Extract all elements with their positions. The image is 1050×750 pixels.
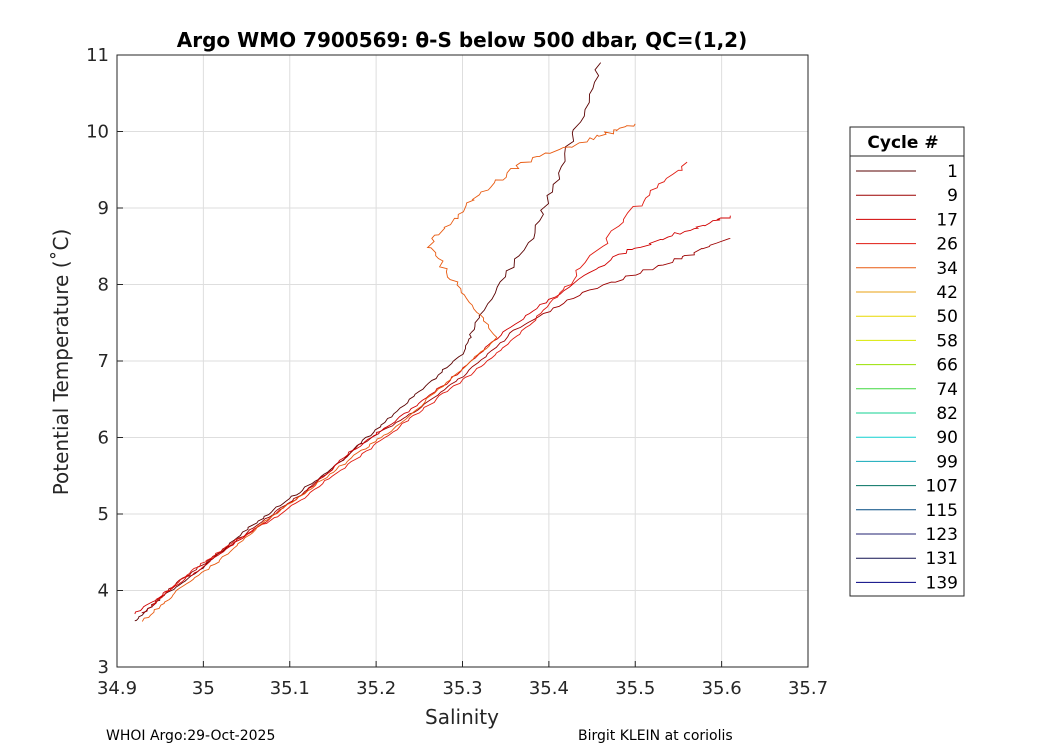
x-tick-label: 35.4	[529, 678, 569, 699]
footer-right: Birgit KLEIN at coriolis	[578, 728, 733, 744]
x-tick-label: 35.2	[356, 678, 396, 699]
legend-label-66: 66	[936, 356, 958, 376]
legend-label-99: 99	[936, 452, 958, 472]
legend-label-74: 74	[936, 380, 958, 400]
legend: Cycle # 1 9 17 26 34 42 50 58 66 74 82 90 99 107 115 12…	[849, 126, 965, 597]
legend-box	[849, 126, 965, 597]
legend-label-82: 82	[936, 404, 958, 424]
y-tick-label: 7	[98, 351, 109, 372]
legend-label-107: 107	[926, 477, 958, 497]
plot-frame	[116, 54, 809, 668]
y-axis-label: Potential Temperature (˚C)	[49, 229, 73, 496]
series-line-cycle-26	[151, 161, 688, 606]
x-tick-label: 35.5	[615, 678, 655, 699]
y-tick-label: 11	[86, 45, 109, 66]
x-tick-label: 35.3	[442, 678, 482, 699]
y-tick-labels: 3 4 5 6 7 8 9 10 11	[86, 45, 109, 678]
x-tick-label: 35.6	[702, 678, 742, 699]
series-line-cycle-1	[134, 62, 602, 622]
legend-label-9: 9	[947, 186, 958, 206]
legend-label-50: 50	[936, 307, 958, 327]
x-tick-label: 35.7	[788, 678, 828, 699]
y-tick-label: 5	[98, 504, 109, 525]
x-tick-label: 34.9	[97, 678, 137, 699]
legend-label-1: 1	[947, 162, 958, 182]
y-tick-label: 8	[98, 275, 109, 296]
x-tick-label: 35	[192, 678, 215, 699]
legend-label-115: 115	[926, 501, 958, 521]
legend-label-34: 34	[936, 259, 958, 279]
x-tick-label: 35.1	[270, 678, 310, 699]
legend-title: Cycle #	[867, 133, 938, 153]
x-tick-labels: 34.9 35 35.1 35.2 35.3 35.4 35.5 35.6 35.7	[97, 678, 828, 699]
legend-label-17: 17	[936, 210, 958, 230]
legend-label-26: 26	[936, 235, 958, 255]
y-tick-label: 3	[98, 657, 109, 678]
x-axis-label: Salinity	[425, 705, 499, 729]
legend-entries: 1 9 17 26 34 42 50 58 66 74 82 90 99 107 115 123 131 139	[856, 162, 958, 593]
legend-label-123: 123	[926, 525, 958, 545]
chart-title: Argo WMO 7900569: θ-S below 500 dbar, QC…	[177, 28, 747, 52]
y-tick-label: 9	[98, 198, 109, 219]
series-line-cycle-34	[141, 123, 636, 622]
legend-label-139: 139	[926, 573, 958, 593]
y-tick-label: 10	[86, 122, 109, 143]
legend-label-42: 42	[936, 283, 958, 303]
series-layer	[134, 62, 731, 622]
legend-label-131: 131	[926, 549, 958, 569]
footer-left: WHOI Argo:29-Oct-2025	[106, 728, 275, 744]
y-tick-label: 6	[98, 428, 109, 449]
legend-label-90: 90	[936, 428, 958, 448]
series-line-cycle-17	[134, 215, 731, 615]
y-tick-label: 4	[98, 581, 109, 602]
legend-label-58: 58	[936, 331, 958, 351]
